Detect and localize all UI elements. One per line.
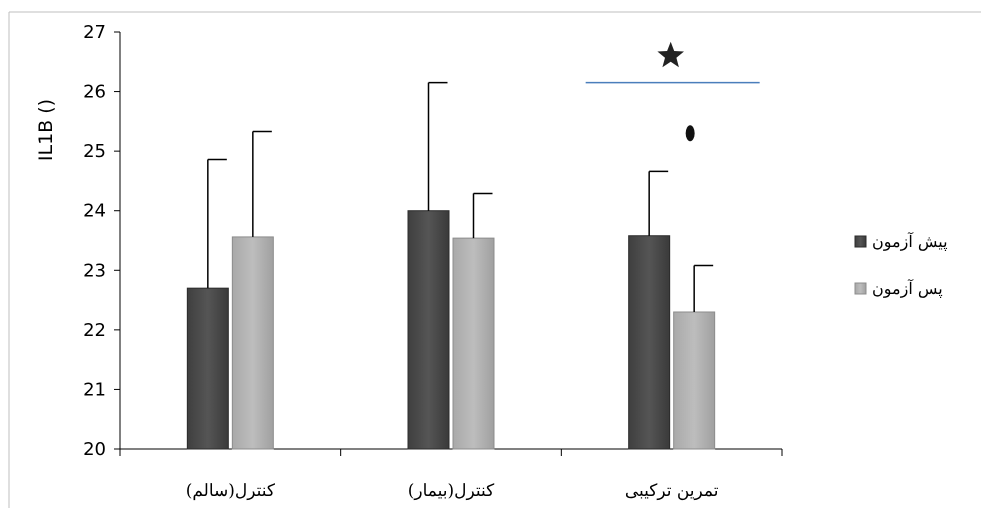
x-category-label: کنترل(سالم) [186,481,276,501]
plot-area: 20 21 22 23 24 25 26 27 کنترل(سالم) کنترل(بیمار) ت… [83,22,783,501]
bar-pre-1 [407,210,450,450]
legend: پیش آزمون پس آزمون [854,231,948,298]
y-tick-label: 25 [83,141,106,162]
y-tick-label: 21 [83,379,106,400]
bar-post-0 [231,236,274,450]
x-category-label: کنترل(بیمار) [408,481,495,501]
legend-label-post: پس آزمون [872,278,943,298]
y-tick-label: 23 [83,260,106,281]
bar-post-2 [673,311,716,450]
y-tick-label: 22 [83,320,106,341]
legend-label-pre: پیش آزمون [872,231,948,251]
legend-swatch-post [854,282,867,295]
y-axis-label: IL1B () [35,99,57,161]
bar-post-1 [452,237,495,450]
star-icon [657,41,684,68]
y-tick-label: 26 [83,82,106,103]
y-tick-label: 27 [83,22,106,43]
x-category-label: تمرین ترکیبی [625,481,719,501]
significance-dot-icon [685,125,695,142]
y-tick-label: 20 [83,439,106,460]
bar-pre-0 [186,287,229,450]
y-tick-label: 24 [83,201,106,222]
bar-pre-2 [628,235,671,450]
legend-swatch-pre [854,235,867,248]
